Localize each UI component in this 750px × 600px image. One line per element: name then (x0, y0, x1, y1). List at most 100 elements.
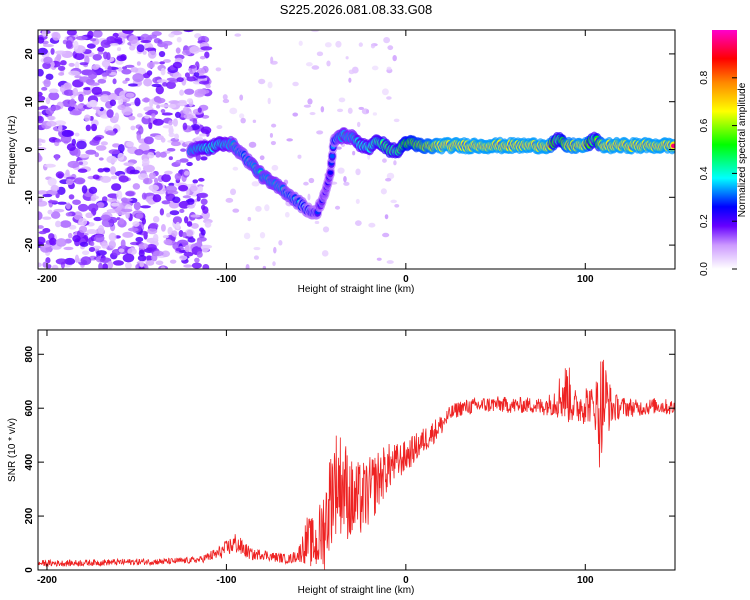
spectrogram-noise-blob (358, 106, 365, 110)
spectrogram-noise-blob (100, 39, 112, 48)
spectrogram-noise-blob (110, 175, 118, 180)
spectrogram-noise-blob (102, 263, 108, 269)
spectrogram-noise-blob (142, 158, 150, 166)
spectrogram-noise-blob (151, 113, 156, 118)
snr-frame (37, 329, 676, 571)
spectrogram-noise-blob (174, 133, 179, 140)
spectrogram-noise-blob (189, 65, 196, 69)
spectrogram-noise-blob (120, 197, 128, 203)
spectrogram-noise-blob (355, 168, 361, 176)
spectrogram-noise-blob (139, 260, 144, 268)
spectrogram-noise-blob (74, 52, 85, 61)
spectrogram-noise-blob (67, 232, 73, 239)
spectrogram-noise-blob (81, 185, 88, 194)
spectrogram-noise-blob (90, 241, 95, 247)
spectrogram-noise-blob (168, 132, 175, 138)
spectrogram-noise-blob (125, 191, 135, 197)
spectrogram-noise-blob (64, 257, 76, 265)
spectrogram-noise-blob (100, 141, 108, 146)
spectrogram-noise-blob (292, 81, 299, 87)
spectrogram-noise-blob (74, 148, 81, 158)
spectrogram-noise-blob (114, 37, 123, 42)
spectrogram-noise-blob (43, 78, 51, 88)
spectrogram-noise-blob (166, 81, 177, 90)
spectrogram-noise-blob (156, 104, 161, 109)
spectrogram-noise-blob (314, 220, 320, 225)
spectrogram-noise-blob (298, 40, 303, 46)
spectrogram-noise-blob (264, 204, 270, 212)
spectrogram-noise-blob (387, 45, 394, 51)
spectrogram-noise-blob (175, 47, 181, 54)
spectrogram-y-tick-label: 10 (24, 96, 35, 108)
spectrogram-noise-blob (38, 230, 47, 235)
spectrogram-x-axis-label: Height of straight line (km) (298, 284, 415, 295)
spectrogram-noise-blob (142, 177, 153, 185)
spectrogram-noise-blob (128, 35, 139, 45)
spectrogram-noise-blob (128, 115, 136, 121)
spectrogram-noise-blob (152, 233, 159, 242)
spectrogram-noise-blob (86, 43, 96, 49)
spectrogram-noise-blob (248, 141, 257, 148)
spectrogram-noise-blob (179, 208, 185, 214)
spectrogram-noise-blob (196, 239, 203, 248)
spectrogram-noise-blob (348, 77, 352, 83)
spectrogram-noise-blob (101, 72, 108, 77)
spectrogram-noise-blob (69, 110, 82, 116)
spectrogram-noise-blob (115, 96, 122, 101)
spectrogram-noise-blob (118, 175, 129, 183)
spectrogram-noise-blob (127, 83, 138, 87)
spectrogram-noise-blob (147, 34, 158, 39)
spectrogram-noise-blob (55, 258, 68, 265)
spectrogram-noise-blob (100, 214, 111, 222)
spectrogram-noise-blob (187, 198, 195, 205)
spectrogram-noise-blob (38, 115, 44, 124)
spectrogram-noise-blob (176, 77, 184, 83)
spectrogram-noise-blob (60, 60, 67, 66)
spectrogram-noise-blob (309, 112, 316, 116)
spectrogram-noise-blob (80, 256, 92, 266)
spectrogram-noise-blob (169, 210, 180, 216)
spectrogram-noise-blob (148, 122, 153, 130)
spectrogram-x-tick-label: -100 (216, 274, 236, 285)
spectrogram-noise-blob (133, 201, 141, 211)
spectrogram-noise-blob (149, 99, 154, 108)
spectrogram-noise-blob (118, 98, 124, 106)
spectrogram-noise-blob (155, 97, 166, 104)
spectrogram-noise-blob (45, 97, 51, 105)
spectrogram-noise-blob (200, 46, 213, 51)
spectrogram-noise-blob (204, 51, 210, 59)
spectrogram-noise-blob (65, 176, 76, 180)
spectrogram-noise-blob (352, 150, 356, 156)
snr-y-axis-label: SNR (10 * v/v) (7, 418, 18, 482)
spectrogram-noise-blob (87, 30, 94, 39)
spectrogram-noise-blob (72, 87, 79, 97)
spectrogram-noise-blob (141, 192, 147, 200)
spectrogram-noise-blob (178, 255, 188, 261)
spectrogram-noise-blob (122, 231, 134, 238)
spectrogram-noise-blob (132, 73, 144, 83)
spectrogram-noise-blob (197, 192, 209, 199)
spectrogram-noise-blob (45, 107, 55, 115)
spectrogram-noise-blob (41, 86, 48, 91)
spectrogram-noise-blob (100, 175, 112, 183)
spectrogram-noise-blob (38, 91, 43, 97)
spectrogram-noise-blob (381, 88, 389, 96)
spectrogram-noise-blob (247, 216, 252, 222)
spectrogram-noise-blob (145, 255, 153, 262)
spectrogram-noise-blob (175, 221, 181, 230)
spectrogram-noise-blob (197, 89, 210, 95)
spectrogram-noise-blob (178, 184, 189, 192)
spectrogram-noise-blob (125, 77, 130, 82)
spectrogram-noise-blob (125, 92, 135, 98)
spectrogram-noise-blob (147, 152, 155, 159)
spectrogram-noise-blob (88, 246, 96, 253)
spectrogram-noise-blob (73, 211, 83, 220)
spectrogram-noise-blob (172, 216, 183, 225)
spectrogram-noise-blob (163, 43, 169, 50)
spectrogram-noise-blob (78, 218, 88, 226)
spectrogram-noise-blob (192, 179, 199, 184)
spectrogram-noise-blob (271, 164, 279, 171)
spectrogram-noise-blob (110, 202, 119, 207)
spectrogram-noise-blob (91, 86, 103, 95)
